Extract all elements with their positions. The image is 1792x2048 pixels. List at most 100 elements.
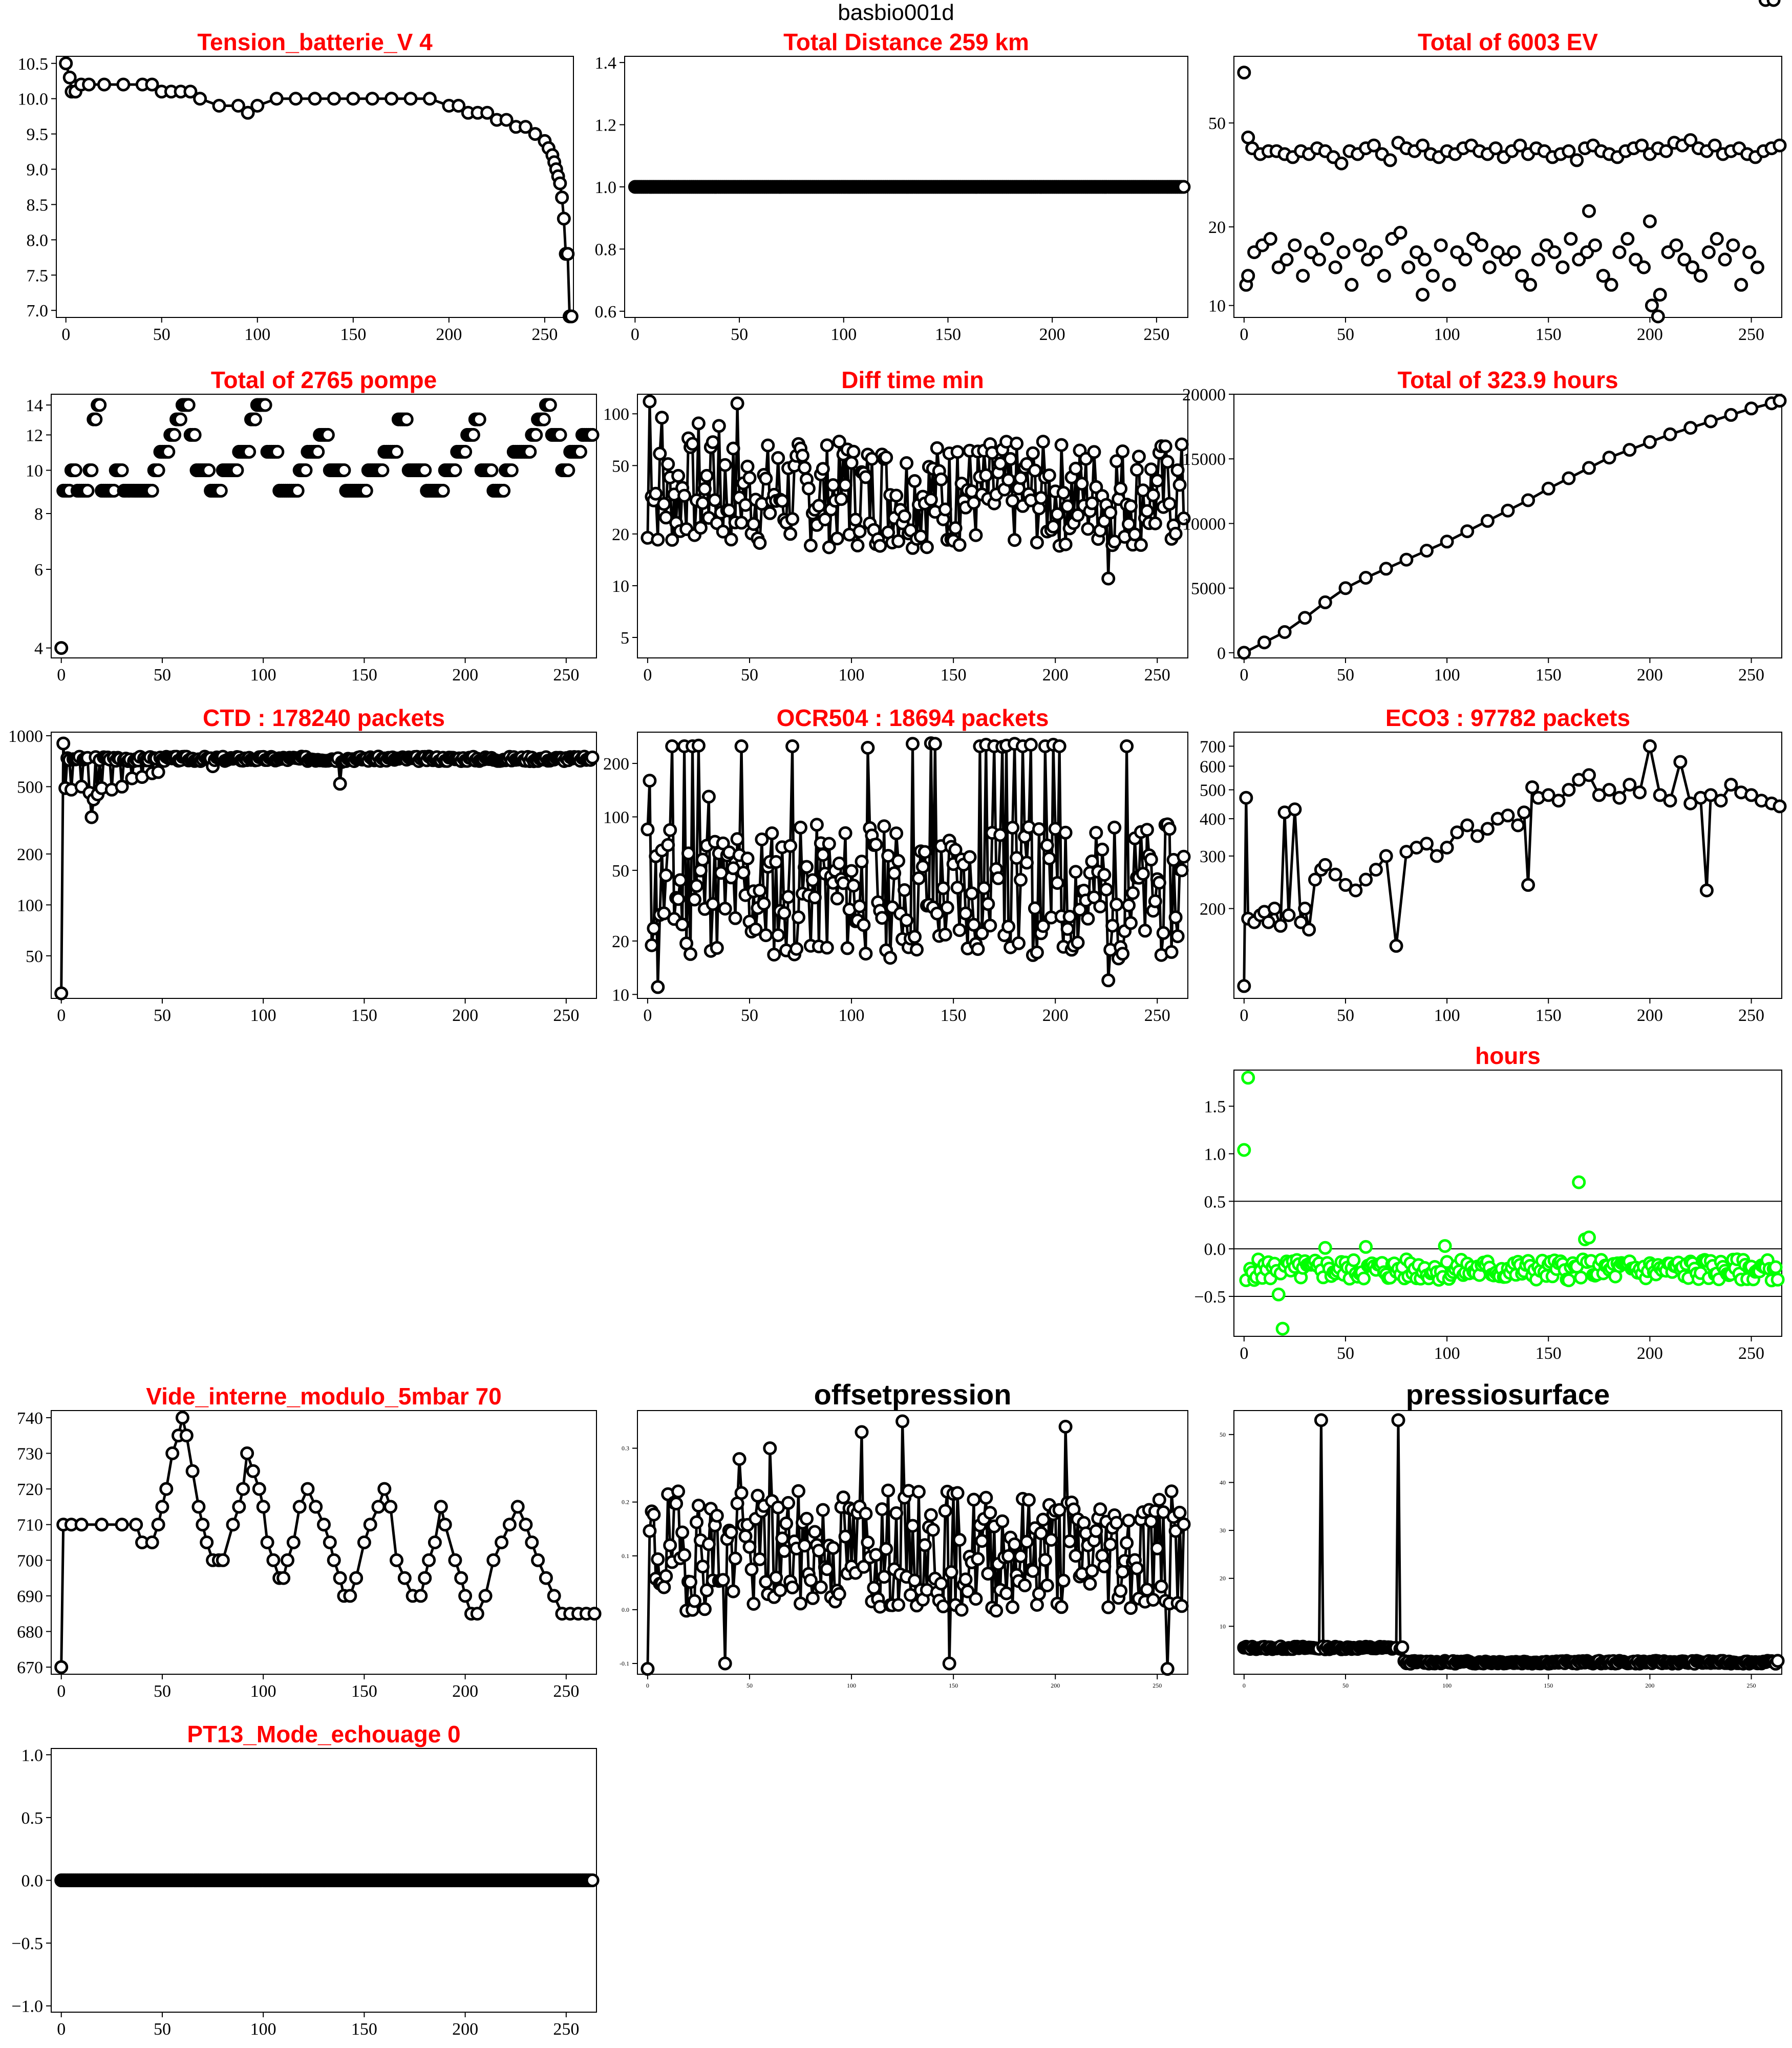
offsetpression-point: [934, 1576, 948, 1591]
hours_total-point: [1541, 481, 1555, 496]
ocr504-point: [832, 856, 846, 870]
vide-point: [349, 1571, 364, 1585]
hours-point: [1562, 1273, 1576, 1288]
ev-title: Total of 6003 EV: [1418, 29, 1598, 55]
offsetpression-point: [651, 1552, 665, 1566]
offsetpression-point: [697, 1602, 712, 1616]
pompe-point: [115, 463, 129, 477]
ev-point: [1320, 232, 1334, 246]
pressiosurface-ytick-label: 30: [1220, 1527, 1226, 1534]
tension-point: [553, 176, 567, 190]
offsetpression-point: [800, 1511, 814, 1526]
ocr504-point: [991, 871, 1006, 885]
hours-ytick-label: 0.0: [1204, 1240, 1226, 1259]
ev-point: [1515, 269, 1529, 283]
ev-point: [1651, 309, 1665, 324]
offsetpression-point: [814, 1580, 828, 1594]
offsetpression-point: [669, 1497, 684, 1511]
vide-point: [159, 1482, 174, 1496]
ev-point: [1710, 232, 1724, 246]
hours_total-ytick-label: 15000: [1182, 450, 1226, 469]
ev-point: [1547, 245, 1562, 260]
tension-ytick-label: 8.5: [27, 196, 49, 215]
vide-point: [547, 1589, 561, 1603]
ocr504-point: [1099, 882, 1114, 897]
offsetpression-point: [657, 1580, 671, 1594]
eco3-point: [1288, 802, 1302, 817]
difftime-point: [1046, 520, 1060, 534]
hours_total-point: [1420, 544, 1434, 558]
difftime-point: [1089, 480, 1103, 494]
difftime-point: [1028, 463, 1042, 478]
difftime-point: [1103, 505, 1118, 520]
ocr504-ytick-label: 50: [612, 862, 629, 881]
ocr504-point: [785, 739, 800, 753]
tension-point: [365, 92, 379, 106]
offsetpression-point: [1062, 1534, 1077, 1548]
difftime-point: [832, 435, 846, 449]
tension-point: [385, 92, 399, 106]
ocr504-point: [1152, 876, 1166, 890]
eco3-ytick-label: 200: [1200, 900, 1226, 919]
ocr504-point: [877, 819, 891, 834]
ev-chart: Total of 6003 EV 0 50 100 150 200 250 10 20 50: [1208, 0, 1787, 344]
offsetpression-point: [889, 1506, 904, 1520]
ocr504-point: [1062, 909, 1077, 924]
tension-point: [308, 92, 322, 106]
ctd-ytick-label: 100: [17, 896, 43, 915]
ev-point: [1328, 260, 1342, 274]
offsetpression-point: [938, 1504, 952, 1518]
pt13-ytick-label: 0.5: [22, 1809, 44, 1828]
eco3-point: [1602, 783, 1616, 797]
difftime-point: [734, 516, 749, 530]
ev-point: [1279, 252, 1294, 267]
eco3-chart: ECO3 : 97782 packets 0 50 100 150 200 250 200 30…: [1200, 705, 1787, 1025]
difftime-point: [938, 502, 952, 517]
difftime-ytick-label: 10: [612, 577, 629, 596]
ev-point: [1570, 153, 1584, 167]
tension-point: [212, 99, 226, 113]
ocr504-point: [643, 774, 657, 788]
ev-xtick-label: 150: [1535, 325, 1562, 344]
tension-xtick-label: 50: [153, 325, 170, 344]
eco3-point: [1237, 979, 1251, 993]
ctd-point: [333, 777, 347, 791]
hours_total-point: [1237, 646, 1251, 660]
pressiosurface-ytick-label: 10: [1220, 1623, 1226, 1630]
ocr504-point: [958, 906, 973, 921]
tension-point: [145, 77, 159, 92]
ocr504-point: [783, 839, 798, 853]
eco3-point: [1389, 938, 1403, 953]
ctd-xtick-label: 200: [452, 1006, 478, 1025]
difftime-point: [1116, 444, 1130, 458]
vide-xtick-label: 150: [351, 1682, 377, 1701]
offsetpression-point: [805, 1591, 820, 1605]
ev-point: [1750, 260, 1764, 274]
ocr504-point: [790, 942, 804, 956]
ocr504-point: [1105, 919, 1120, 933]
ocr504-point: [1085, 854, 1099, 868]
offsetpression-point: [867, 1581, 881, 1595]
ocr504-point: [1001, 920, 1016, 934]
ocr504-point: [1030, 945, 1044, 959]
ocr504-point: [734, 739, 749, 753]
offsetpression-ytick-label: 0.2: [622, 1499, 629, 1506]
ocr504-point: [718, 902, 732, 916]
vide-point: [317, 1518, 331, 1532]
hours_total-point: [1724, 408, 1738, 422]
offsetpression-point: [746, 1597, 761, 1611]
offsetpression-point: [777, 1544, 792, 1558]
difftime-point: [775, 494, 790, 508]
offsetpression-ytick-label: 0.3: [622, 1445, 629, 1452]
eco3-point: [1744, 788, 1759, 802]
vide-point: [129, 1518, 143, 1532]
ocr504-point: [1170, 929, 1185, 944]
offsetpression-point: [881, 1483, 895, 1498]
ctd-point: [56, 736, 71, 751]
offsetpression-point: [1032, 1587, 1046, 1601]
difftime-chart: Diff time min 0 50 100 150 200 250 5 10 20 50 100: [603, 367, 1191, 685]
offsetpression-point: [926, 1523, 940, 1537]
figure-title: basbio001d: [838, 0, 954, 25]
ocr504-point: [1073, 903, 1087, 917]
distance-xtick-label: 150: [935, 325, 961, 344]
